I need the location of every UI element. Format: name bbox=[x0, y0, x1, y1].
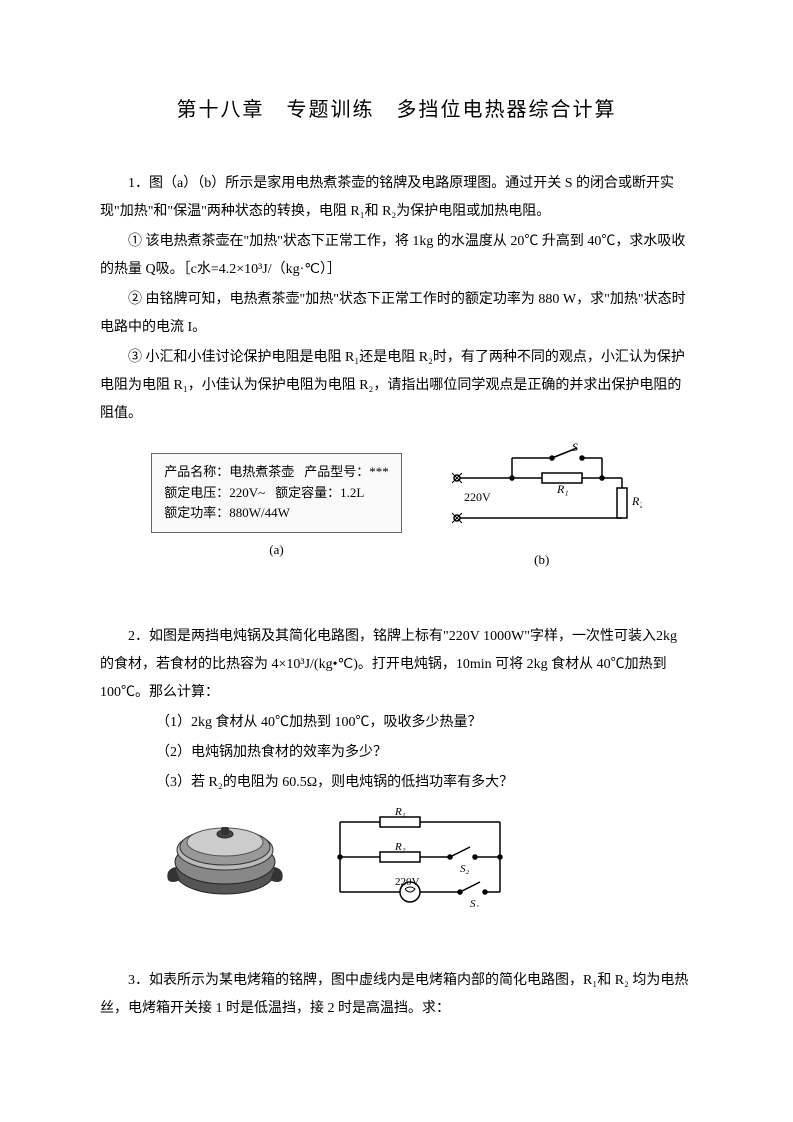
q1-part3: ③ 小汇和小佳讨论保护电阻是电阻 R₁还是电阻 R₂时，有了两种不同的观点，小汇… bbox=[100, 344, 693, 428]
r1-label-2: R₁ bbox=[394, 807, 406, 818]
s1-label: S₁ bbox=[470, 898, 480, 907]
q2-part3: （3）若 R₂的电阻为 60.5Ω，则电炖锅的低挡功率有多大？ bbox=[100, 769, 693, 797]
circuit-diagram-1: S R₁ R₂ 220V bbox=[442, 443, 642, 543]
voltage-label-1: 220V bbox=[464, 490, 491, 504]
caption-a: (a) bbox=[151, 537, 402, 563]
voltage-label-2: 220V bbox=[395, 876, 420, 888]
np-model-value: *** bbox=[369, 464, 389, 479]
np-name-value: 电热煮茶壶 bbox=[229, 464, 294, 479]
caption-b: (b) bbox=[442, 547, 642, 573]
np-power-label: 额定功率： bbox=[164, 505, 229, 520]
np-voltage-label: 额定电压： bbox=[164, 485, 229, 500]
q2-intro: 2．如图是两挡电炖锅及其简化电路图，铭牌上标有"220V 1000W"字样，一次… bbox=[100, 623, 693, 707]
q2-part2: （2）电炖锅加热食材的效率为多少？ bbox=[100, 739, 693, 767]
chapter-title: 第十八章 专题训练 多挡位电热器综合计算 bbox=[100, 90, 693, 130]
r2-label: R₂ bbox=[631, 494, 642, 508]
pot-illustration bbox=[160, 812, 290, 902]
nameplate-block: 产品名称：电热煮茶壶 产品型号：*** 额定电压：220V~ 额定容量：1.2L… bbox=[151, 453, 402, 563]
q1-part1: ① 该电热煮茶壶在"加热"状态下正常工作，将 1kg 的水温度从 20℃ 升高到… bbox=[100, 228, 693, 284]
np-voltage-value: 220V~ bbox=[229, 485, 265, 500]
q1-part2: ② 由铭牌可知，电热煮茶壶"加热"状态下正常工作时的额定功率为 880 W，求"… bbox=[100, 286, 693, 342]
q2-part1: （1）2kg 食材从 40℃加热到 100℃，吸收多少热量？ bbox=[100, 709, 693, 737]
np-model-label: 产品型号： bbox=[304, 464, 369, 479]
q3-intro: 3．如表所示为某电烤箱的铭牌，图中虚线内是电烤箱内部的简化电路图，R₁和 R₂ … bbox=[100, 967, 693, 1023]
r2-label-2: R₂ bbox=[394, 841, 406, 853]
r1-label: R₁ bbox=[556, 482, 569, 496]
circuit-diagram-2: R₁ R₂ S₂ S₁ 220V bbox=[320, 807, 520, 907]
q1-intro: 1．图（a）（b）所示是家用电热煮茶壶的铭牌及电路原理图。通过开关 S 的闭合或… bbox=[100, 170, 693, 226]
switch-label: S bbox=[572, 443, 578, 454]
np-capacity-label: 额定容量： bbox=[275, 485, 340, 500]
np-capacity-value: 1.2L bbox=[340, 485, 364, 500]
q2-figures: R₁ R₂ S₂ S₁ 220V bbox=[160, 807, 693, 907]
nameplate: 产品名称：电热煮茶壶 产品型号：*** 额定电压：220V~ 额定容量：1.2L… bbox=[151, 453, 402, 533]
np-power-value: 880W/44W bbox=[229, 505, 290, 520]
np-name-label: 产品名称： bbox=[164, 464, 229, 479]
q1-figures: 产品名称：电热煮茶壶 产品型号：*** 额定电压：220V~ 额定容量：1.2L… bbox=[100, 443, 693, 573]
circuit-block: S R₁ R₂ 220V (b) bbox=[442, 443, 642, 573]
s2-label: S₂ bbox=[460, 863, 470, 875]
